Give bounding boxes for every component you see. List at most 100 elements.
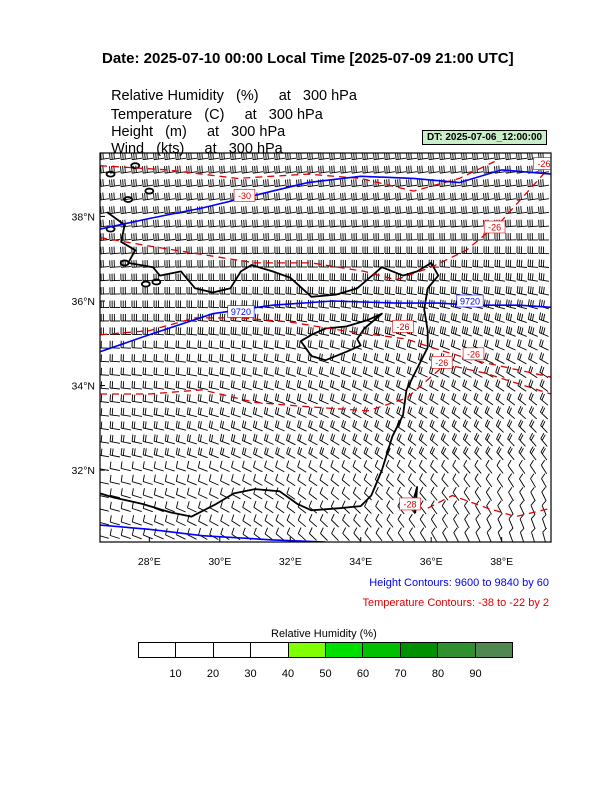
lon-tick-label: 36°E bbox=[420, 556, 443, 568]
wind-barb-feather bbox=[384, 166, 386, 174]
wind-barb-feather bbox=[276, 313, 279, 321]
wind-barb bbox=[231, 386, 242, 391]
wind-barb-feather bbox=[351, 379, 355, 387]
wind-barb-feather bbox=[263, 326, 266, 334]
wind-barb bbox=[110, 535, 120, 539]
wind-barb-feather bbox=[230, 447, 234, 455]
wind-barb-feather bbox=[164, 206, 166, 214]
wind-barb-feather bbox=[497, 366, 501, 374]
wind-barb-feather bbox=[375, 300, 378, 308]
wind-barb-feather bbox=[439, 153, 441, 160]
wind-barb bbox=[508, 518, 514, 529]
wind-barb-feather bbox=[483, 153, 485, 160]
wind-barb-feather bbox=[388, 313, 391, 321]
wind-barb-feather bbox=[142, 447, 145, 455]
island bbox=[119, 259, 130, 267]
wind-barb-feather bbox=[307, 393, 311, 401]
wind-barb-feather bbox=[362, 206, 364, 214]
wind-barb bbox=[451, 332, 461, 337]
wind-barb-feather bbox=[486, 394, 490, 401]
wind-barb-feather bbox=[197, 487, 201, 495]
wind-barb bbox=[120, 225, 131, 228]
wind-barb-feather bbox=[186, 434, 189, 442]
wind-barb-feather bbox=[287, 394, 291, 402]
wind-barb-feather bbox=[254, 165, 256, 173]
wind-barb-feather bbox=[120, 461, 123, 469]
wind-barb-feather bbox=[453, 394, 457, 401]
wind-barb-feather bbox=[343, 447, 347, 455]
wind-barb bbox=[495, 184, 506, 188]
wind-barb-feather bbox=[232, 354, 235, 362]
wind-barb-feather bbox=[498, 179, 500, 187]
legend-color-cell bbox=[363, 643, 401, 657]
wind-barb bbox=[385, 332, 396, 337]
wind-barb-feather bbox=[109, 488, 112, 496]
wind-barb-feather bbox=[231, 487, 234, 495]
wind-barb bbox=[308, 479, 318, 487]
wind-barb-feather bbox=[385, 473, 390, 480]
wind-barb-feather bbox=[399, 313, 402, 321]
wind-barb bbox=[297, 426, 307, 432]
wind-barb-feather bbox=[343, 434, 347, 442]
wind-barb-feather bbox=[442, 393, 446, 401]
wind-barb bbox=[275, 453, 285, 459]
wind-barb-feather bbox=[155, 192, 157, 200]
wind-barb bbox=[318, 225, 329, 228]
wind-barb bbox=[385, 211, 396, 215]
wind-barb-feather bbox=[529, 446, 534, 453]
wind-barb-feather bbox=[428, 352, 432, 360]
wind-barb-feather bbox=[374, 460, 379, 467]
wind-barb-feather bbox=[142, 394, 145, 402]
wind-barb-feather bbox=[419, 286, 422, 294]
wind-barb bbox=[286, 479, 296, 487]
wind-barb-feather bbox=[505, 193, 507, 201]
wind-barb bbox=[297, 439, 307, 446]
wind-barb-feather bbox=[538, 299, 541, 307]
wind-barb bbox=[220, 480, 230, 486]
wind-barb bbox=[342, 532, 350, 542]
wind-barb-feather bbox=[288, 421, 291, 428]
wind-barb bbox=[451, 385, 461, 392]
wind-barb-feather bbox=[241, 220, 243, 228]
wind-barb bbox=[473, 292, 483, 296]
wind-barb-feather bbox=[507, 446, 512, 453]
wind-barb bbox=[100, 198, 110, 201]
wind-barb-feather bbox=[175, 487, 179, 495]
wind-barb-feather bbox=[230, 166, 232, 174]
wind-barb bbox=[120, 360, 132, 363]
lon-tick-label: 34°E bbox=[349, 556, 372, 568]
wind-barb-feather bbox=[542, 527, 547, 533]
wind-barb bbox=[274, 293, 286, 295]
wind-barb bbox=[132, 534, 142, 540]
wind-barb bbox=[264, 346, 274, 350]
wind-barb-feather bbox=[340, 379, 344, 387]
wind-barb-feather bbox=[168, 165, 170, 173]
wind-barb-feather bbox=[253, 473, 256, 481]
wind-barb-feather bbox=[451, 433, 456, 440]
wind-barb-feather bbox=[344, 206, 346, 214]
wind-barb-feather bbox=[99, 166, 100, 173]
wind-barb bbox=[275, 413, 285, 418]
wind-barb bbox=[352, 306, 363, 309]
wind-barb-feather bbox=[340, 153, 342, 160]
wind-barb bbox=[451, 211, 462, 215]
wind-barb-feather bbox=[298, 192, 300, 200]
wind-barb-feather bbox=[520, 527, 525, 533]
wind-barb-feather bbox=[497, 527, 503, 533]
wind-barb-feather bbox=[263, 313, 265, 321]
wind-barb-feather bbox=[135, 192, 137, 200]
wind-barb-feather bbox=[495, 379, 499, 386]
wind-barb bbox=[109, 414, 120, 417]
wind-barb-feather bbox=[408, 527, 413, 534]
wind-barb-feather bbox=[274, 206, 276, 214]
wind-barb-feather bbox=[188, 434, 191, 442]
wind-barb-feather bbox=[496, 432, 500, 440]
wind-barb-feather bbox=[509, 179, 511, 187]
wind-barb-feather bbox=[286, 446, 289, 454]
wind-barb-feather bbox=[177, 407, 180, 415]
wind-barb bbox=[496, 451, 504, 461]
wind-barb bbox=[497, 518, 503, 529]
wind-barb bbox=[406, 239, 418, 241]
wind-barb-feather bbox=[142, 474, 145, 482]
wind-barb-feather bbox=[144, 448, 147, 456]
